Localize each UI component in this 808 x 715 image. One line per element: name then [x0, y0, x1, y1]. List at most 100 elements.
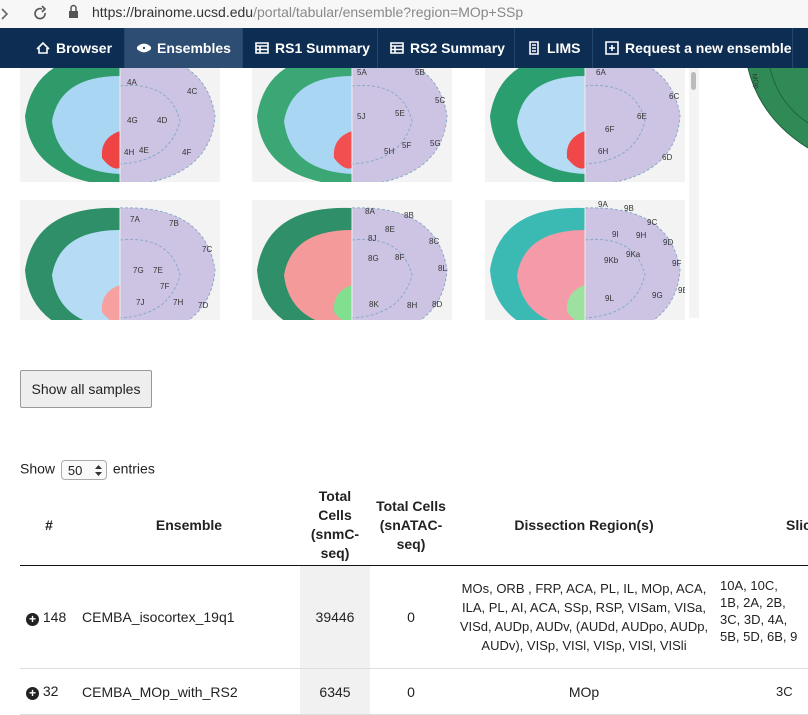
length-select[interactable]: 50 [60, 460, 107, 480]
nav-item[interactable]: LIMS [515, 28, 593, 68]
row-id: 148 [42, 608, 67, 625]
slice-label: 4H [124, 148, 134, 157]
slice-label: 7E [153, 266, 163, 275]
slice-label: 8D [432, 300, 442, 309]
slice-label: 7A [130, 215, 140, 224]
slice-label: 9D [663, 238, 673, 247]
slice-label: 9E [678, 286, 685, 295]
table-cell: + 148 [20, 565, 78, 669]
region-map: MOp Aud [747, 68, 808, 149]
hemisphere-right [584, 207, 681, 320]
slice-label: 9Ka [626, 250, 641, 259]
slice-label: 8G [368, 254, 379, 263]
forward-icon[interactable] [1, 8, 9, 20]
brain-slice: 7A 7B 7C 7G 7E 7F 7J 7H 7D [20, 200, 220, 320]
cell-text: 39446 [315, 609, 355, 625]
nav-icon [36, 41, 50, 54]
cell-text: 0 [407, 683, 415, 700]
expand-icon[interactable]: + [26, 687, 39, 700]
slice-label: 4F [182, 148, 191, 157]
slice-label: 5F [402, 141, 411, 150]
slice-label: 4G [127, 116, 138, 125]
slice-label: 6A [596, 68, 606, 77]
brain-slice: 9A 9B 9C 9I 9H 9D 9Kb 9Ka 9F 9E 9G 9L [485, 200, 685, 320]
column-header: Ensemble [78, 485, 300, 566]
slice-label: 4D [157, 116, 167, 125]
slice-label: 9L [605, 294, 614, 303]
nav-icon-shape [390, 42, 404, 54]
expand-icon[interactable]: + [26, 612, 39, 626]
slice-label: 6H [598, 147, 608, 156]
table-cell: 3C [716, 668, 808, 715]
nav-item[interactable]: Ensembles [125, 28, 243, 68]
slice-label: 9F [672, 259, 681, 268]
small-region [101, 131, 120, 169]
nav-label: RS1 Summary [275, 40, 370, 56]
slice-label: 4C [187, 87, 197, 96]
url-path: /portal/tabular/ensemble?region=MOp+SSp [253, 4, 524, 20]
table-cell: 10A, 10C, 1B, 2A, 2B, 3C, 3D, 4A, 5B, 5D… [716, 565, 808, 669]
slice-label: 7C [202, 245, 212, 254]
hemisphere-right [119, 68, 216, 182]
nav-item[interactable]: Request a new ensemble [593, 28, 793, 68]
scrollbar[interactable] [689, 68, 699, 318]
inner-region [284, 230, 352, 320]
nav-item[interactable]: Browser [24, 28, 125, 68]
slice-label: 7F [160, 282, 169, 291]
slice-label: 7J [136, 298, 144, 307]
nav-item[interactable]: RS1 Summary [243, 28, 378, 68]
hemisphere-right [351, 207, 448, 320]
slice-label: 5C [435, 96, 445, 105]
slice-label: 7D [198, 301, 208, 310]
table-body: + 148 CEMBA_isocortex_19q1 39446 0 MOs, ORB … [20, 565, 808, 715]
slice-label: 6F [605, 125, 614, 134]
small-region [333, 285, 352, 320]
table-row: + 148 CEMBA_isocortex_19q1 39446 0 MOs, ORB … [20, 565, 808, 669]
scroll-thumb[interactable] [691, 72, 696, 90]
map-outline [769, 68, 808, 124]
reload-icon[interactable] [34, 5, 47, 20]
slice-label: 8H [407, 301, 417, 310]
nav-icon-shape [605, 41, 619, 55]
table-wrapper: # Ensemble Total Cells (snmC-seq) Total Cel… [20, 485, 808, 715]
slice-label: 8J [368, 234, 376, 243]
nav-label: Ensembles [157, 40, 231, 56]
table-cell: 0 [370, 668, 452, 715]
length-menu: Show 50 entries [20, 460, 155, 480]
nav-icon [605, 41, 619, 55]
slice-label: 6E [637, 112, 647, 121]
nav-icon [529, 41, 539, 55]
show-all-button[interactable]: Show all samples [20, 370, 152, 408]
nav-icon-shape [529, 41, 539, 55]
map-outline [747, 68, 808, 149]
small-region [333, 131, 352, 169]
cell-text: MOp [568, 683, 600, 700]
slice-label: 5B [415, 68, 425, 77]
select-arrows [94, 465, 102, 476]
brain-slice: 5A 5B 5C 5J 5E 5F 5G 5H [252, 68, 452, 182]
slice-label: 5E [395, 109, 405, 118]
slice-drawing [25, 68, 216, 182]
url[interactable]: https://brainome.ucsd.edu/portal/tabular… [92, 4, 523, 20]
slice-label: 4A [127, 78, 137, 87]
slice-drawing [257, 68, 448, 182]
slice-label: 8F [395, 253, 404, 262]
slice-label: 8E [385, 225, 395, 234]
column-header: Total Cells (snATAC-seq) [370, 485, 452, 566]
navbar: Browser Ensembles RS1 Summary RS2 Summary LI… [0, 28, 808, 68]
nav-icon-shape [36, 41, 50, 54]
table-cell: MOs, ORB , FRP, ACA, PL, IL, MOp, ACA, I… [452, 565, 716, 669]
nav-icon-shape [255, 42, 269, 54]
nav-label: Browser [56, 40, 113, 56]
table-cell: + 32 [20, 668, 78, 715]
table-cell: 39446 [300, 565, 370, 669]
slice-label: 9C [647, 218, 657, 227]
nav-item[interactable]: RS2 Summary [378, 28, 515, 68]
slice-label: 6C [669, 92, 679, 101]
slice-label: 9H [636, 231, 646, 240]
url-host: https://brainome.ucsd.edu [92, 4, 254, 20]
slice-label: 4E [139, 146, 149, 155]
nav-icon [390, 42, 404, 54]
hemisphere-right [584, 68, 681, 182]
right-subregion [584, 84, 646, 165]
